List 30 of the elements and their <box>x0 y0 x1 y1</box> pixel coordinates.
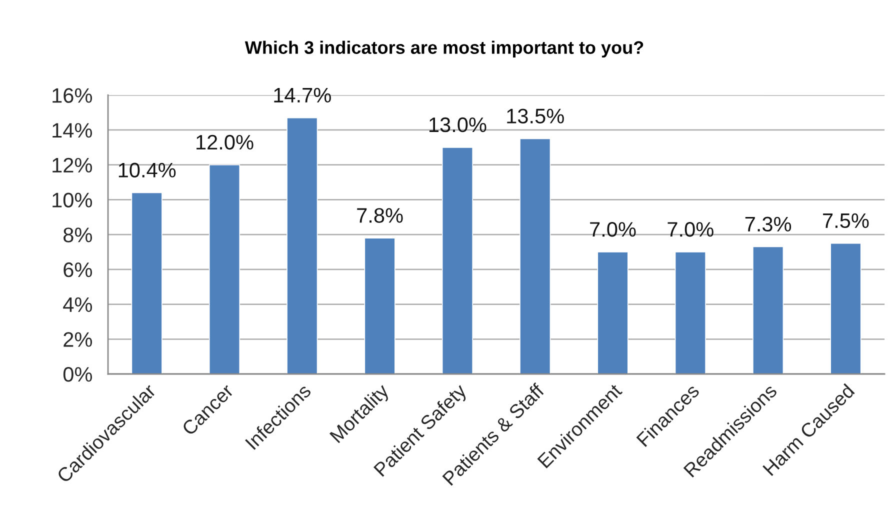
bar <box>520 138 551 374</box>
bar <box>674 252 706 374</box>
bar <box>208 164 240 374</box>
bar <box>752 246 784 374</box>
data-label: 13.5% <box>507 108 564 124</box>
bar <box>830 242 862 374</box>
y-tick-label: 16% <box>52 88 92 103</box>
data-label: 14.7% <box>274 88 331 102</box>
data-label: 7.0% <box>668 222 714 237</box>
y-tick-label: 2% <box>64 332 92 347</box>
y-tick-label: 8% <box>64 228 92 242</box>
data-label: 7.3% <box>745 216 792 232</box>
bar <box>442 146 474 374</box>
data-label: 10.4% <box>118 162 176 178</box>
data-label: 7.0% <box>590 222 636 237</box>
data-label: 12.0% <box>196 134 254 150</box>
bar <box>364 238 396 374</box>
y-tick-label: 14% <box>52 123 92 138</box>
bar <box>131 192 162 374</box>
y-tick-label: 12% <box>52 158 92 173</box>
bar <box>597 252 628 374</box>
y-tick-label: 0% <box>63 367 92 382</box>
data-label: 13.0% <box>430 117 486 132</box>
chart-title: Which 3 indicators are most important to you? <box>244 40 644 58</box>
y-tick-label: 4% <box>63 297 92 312</box>
bar <box>286 117 318 374</box>
y-tick-label: 10% <box>52 192 92 208</box>
y-tick-label: 6% <box>64 262 92 278</box>
data-label: 7.5% <box>823 213 869 228</box>
data-label: 7.8% <box>357 208 403 223</box>
